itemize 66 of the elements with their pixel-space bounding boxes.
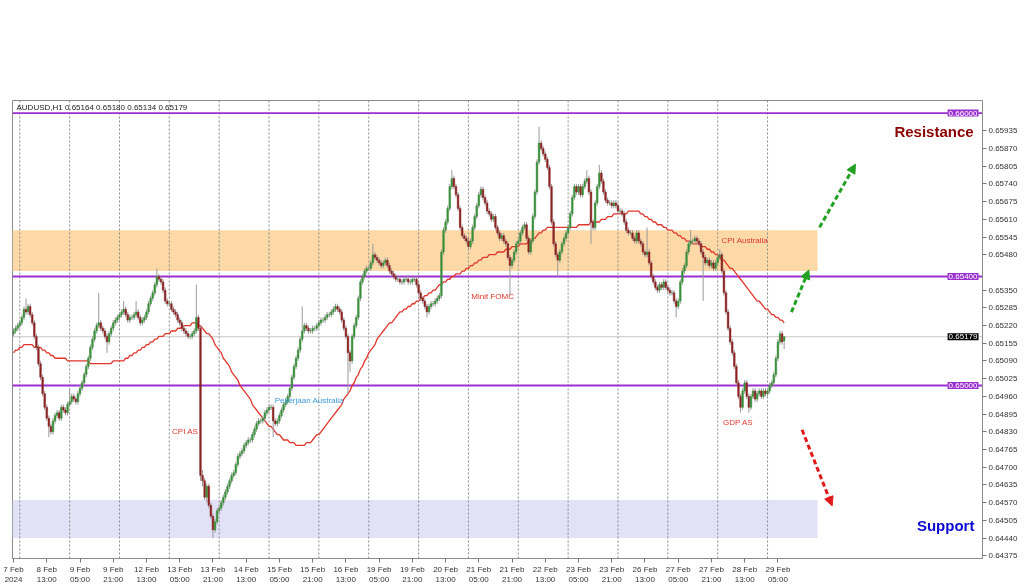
y-tick-label: 0.65805 (988, 161, 1018, 171)
x-tick-label: 21 Feb 05:00 (466, 564, 492, 585)
y-tick-label: 0.64765 (988, 445, 1018, 455)
y-tick-label: 0.64960 (988, 391, 1018, 401)
x-tick-label: 27 Feb 21:00 (699, 564, 725, 585)
annotation: GDP AS (722, 417, 753, 427)
y-tick-label: 0.65220 (988, 321, 1018, 331)
annotation: Minit FOMC (471, 292, 515, 302)
x-tick-label: 9 Feb 05:00 (69, 564, 91, 585)
x-tick-label: 15 Feb 05:00 (266, 564, 293, 585)
ref-line-label: 0.65179 (948, 332, 979, 342)
y-tick-label: 0.64570 (988, 498, 1018, 508)
ref-line-label: 0.66000 (948, 108, 979, 118)
x-tick-label: 16 Feb 13:00 (333, 564, 359, 585)
x-tick-label: 19 Feb 05:00 (366, 564, 393, 585)
y-tick-label: 0.64440 (988, 533, 1018, 543)
x-tick-label: 22 Feb 13:00 (532, 564, 559, 585)
candlestick (186, 330, 190, 340)
candlestick (405, 276, 408, 283)
y-tick-label: 0.65350 (988, 285, 1018, 295)
y-tick-label: 0.64830 (988, 427, 1018, 437)
x-tick-label: 13 Feb 21:00 (200, 564, 226, 585)
annotation: CPI AS (172, 427, 198, 437)
y-tick-label: 0.65545 (988, 232, 1018, 242)
x-tick-label: 12 Feb 13:00 (134, 564, 160, 585)
y-tick-label: 0.65480 (988, 250, 1018, 260)
line-series (12, 210, 785, 447)
y-tick-label: 0.65285 (988, 303, 1018, 313)
y-tick-label: 0.64895 (988, 409, 1018, 419)
x-tick-label: 23 Feb 21:00 (599, 564, 625, 585)
x-tick-label: 28 Feb 13:00 (732, 564, 758, 585)
x-tick-label: 8 Feb 13:00 (36, 564, 58, 585)
candlestick (324, 314, 327, 324)
x-tick-label: 26 Feb 13:00 (632, 564, 658, 585)
y-tick-label: 0.65610 (988, 214, 1018, 224)
y-tick-label: 0.65090 (988, 356, 1018, 366)
candlestick (321, 316, 325, 324)
x-tick-label: 21 Feb 21:00 (499, 564, 526, 585)
y-tick-label: 0.65025 (988, 374, 1018, 384)
x-tick-label: 9 Feb 21:00 (103, 564, 125, 585)
y-tick-label: 0.64375 (988, 551, 1018, 561)
y-tick-label: 0.64700 (988, 462, 1018, 472)
x-tick-label: 19 Feb 21:00 (399, 564, 426, 585)
ref-line-label: 0.65400 (948, 272, 979, 282)
y-tick-label: 0.65155 (988, 338, 1018, 348)
y-tick-label: 0.65935 (988, 126, 1018, 136)
y-tick-label: 0.64505 (988, 515, 1018, 525)
x-tick-label: 7 Feb 2024 (3, 564, 25, 585)
chart-title: AUDUSD,H1 0.65164 0.65180 0.65134 0.65179 (16, 102, 188, 112)
text: Support (916, 517, 975, 535)
ref-line-label: 0.65000 (948, 380, 979, 390)
x-tick-label: 15 Feb 21:00 (300, 564, 326, 585)
annotation: CPI Australia (721, 235, 769, 245)
candlestick (189, 333, 192, 340)
x-tick-label: 29 Feb 05:00 (765, 564, 791, 585)
y-tick-label: 0.64635 (988, 480, 1018, 490)
candlestick (432, 300, 435, 307)
text: Resistance (894, 123, 974, 141)
x-tick-label: 27 Feb 05:00 (665, 564, 692, 585)
y-tick-label: 0.65870 (988, 143, 1018, 153)
y-tick-label: 0.65740 (988, 179, 1018, 189)
x-tick-label: 13 Feb 05:00 (167, 564, 193, 585)
y-tick-label: 0.65675 (988, 197, 1018, 207)
x-tick-label: 14 Feb 13:00 (233, 564, 260, 585)
x-tick-label: 20 Feb 13:00 (433, 564, 459, 585)
x-tick-label: 23 Feb 05:00 (566, 564, 592, 585)
